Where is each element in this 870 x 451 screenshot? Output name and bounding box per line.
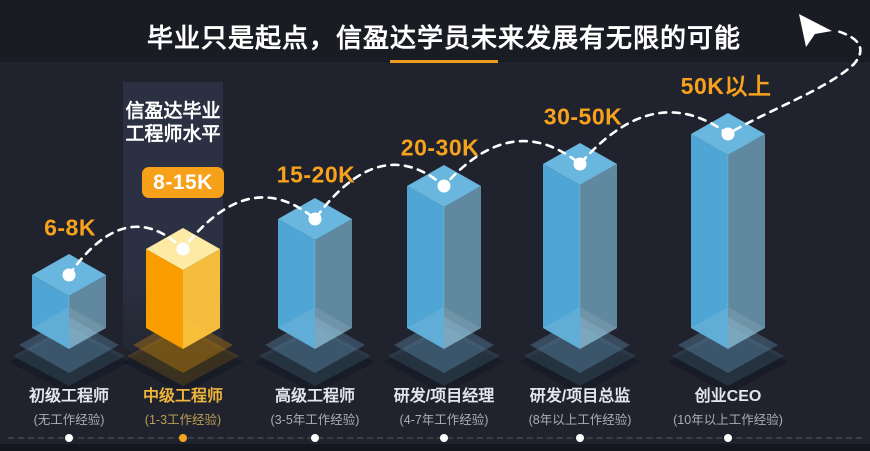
timeline-dot <box>440 434 448 442</box>
bar-face-right <box>580 164 617 349</box>
salary-label: 50K以上 <box>680 73 772 99</box>
header-band <box>0 0 870 62</box>
role-label: 研发/项目总监 (8年以上工作经验) <box>490 388 670 428</box>
bar-face-right <box>315 219 352 349</box>
role-title: 创业CEO <box>694 388 762 405</box>
bar-shadows <box>9 317 788 394</box>
bar-column <box>146 228 220 349</box>
shadow-diamond <box>524 326 636 386</box>
role-label: 创业CEO (10年以上工作经验) <box>638 388 818 428</box>
salary-label: 15-20K <box>276 161 356 188</box>
role-experience: (3-5年工作经验) <box>270 413 360 427</box>
role-title: 初级工程师 <box>28 388 109 405</box>
salary-label: 30-50K <box>543 103 623 130</box>
shadow-diamond <box>384 330 504 394</box>
role-experience: (无工作经验) <box>33 413 105 427</box>
timeline-axis <box>8 437 862 439</box>
bar-top-dot <box>176 242 190 256</box>
shadow-diamond <box>9 330 129 394</box>
arrow-icon <box>799 14 832 47</box>
dashed-growth-curve <box>67 28 862 277</box>
shadow-diamond <box>13 326 125 386</box>
graduate-level-callout: 信盈达毕业 工程师水平 <box>123 100 223 146</box>
bar-inner-floor <box>407 307 481 349</box>
shadow-diamond <box>388 326 500 386</box>
trend-curve <box>67 14 862 277</box>
bar-top-dot <box>437 179 451 193</box>
bar-face-left <box>146 249 183 349</box>
bar-top-dots <box>62 127 735 282</box>
shadow-diamond <box>259 326 371 386</box>
callout-line-2: 工程师水平 <box>125 124 221 145</box>
timeline-dot <box>65 434 73 442</box>
role-experience: (4-7年工作经验) <box>399 413 489 427</box>
bar-column <box>407 165 481 349</box>
bar-column <box>691 113 765 349</box>
page-title: 毕业只是起点，信盈达学员未来发展有无限的可能 <box>146 23 741 53</box>
role-title: 研发/项目经理 <box>393 388 495 405</box>
shadow-diamond <box>123 330 243 394</box>
role-experience: (1-3工作经验) <box>144 413 222 427</box>
bar-face-left <box>32 275 69 349</box>
bar-face-left <box>278 219 315 349</box>
salary-label: 6-8K <box>44 214 96 241</box>
bar-face-right <box>728 134 765 349</box>
bar-inner-floor <box>32 307 106 349</box>
bar-inner-floor <box>691 307 765 349</box>
bar-top-dot <box>308 212 322 226</box>
bar-face-right <box>444 186 481 349</box>
timeline-dot <box>576 434 584 442</box>
role-title: 研发/项目总监 <box>529 388 631 405</box>
role-experience: (10年以上工作经验) <box>673 413 783 427</box>
shadow-diamond <box>668 330 788 394</box>
footer-band <box>0 444 870 451</box>
bar-columns <box>32 113 765 349</box>
shadow-diamond <box>520 330 640 394</box>
role-title: 中级工程师 <box>142 388 223 405</box>
bar-top-dot <box>721 127 735 141</box>
bar-top-dot <box>573 157 587 171</box>
bar-face-left <box>543 164 580 349</box>
shadow-diamond <box>127 326 239 386</box>
bar-face-right <box>69 275 106 349</box>
bar-column <box>278 198 352 349</box>
role-experience: (8年以上工作经验) <box>528 413 632 427</box>
bar-face-right <box>183 249 220 349</box>
role-label: 高级工程师 (3-5年工作经验) <box>225 388 405 428</box>
bar-face-left <box>691 134 728 349</box>
timeline-dot <box>311 434 319 442</box>
role-title: 高级工程师 <box>274 388 355 405</box>
bar-inner-floor <box>278 307 352 349</box>
salary-label: 20-30K <box>400 134 480 161</box>
role-label: 中级工程师 (1-3工作经验) <box>93 388 273 428</box>
bar-top-dot <box>62 268 76 282</box>
title-underline <box>390 60 498 63</box>
salary-badge: 8-15K <box>142 167 224 198</box>
shadow-diamond <box>255 330 375 394</box>
bar-inner-floor <box>543 307 617 349</box>
shadow-diamond <box>672 326 784 386</box>
bar-face-left <box>407 186 444 349</box>
timeline-dot <box>179 434 187 442</box>
callout-line-1: 信盈达毕业 <box>125 101 221 122</box>
timeline-dot <box>724 434 732 442</box>
bar-column <box>543 143 617 349</box>
role-label: 初级工程师 (无工作经验) <box>0 388 159 428</box>
role-label: 研发/项目经理 (4-7年工作经验) <box>354 388 534 428</box>
